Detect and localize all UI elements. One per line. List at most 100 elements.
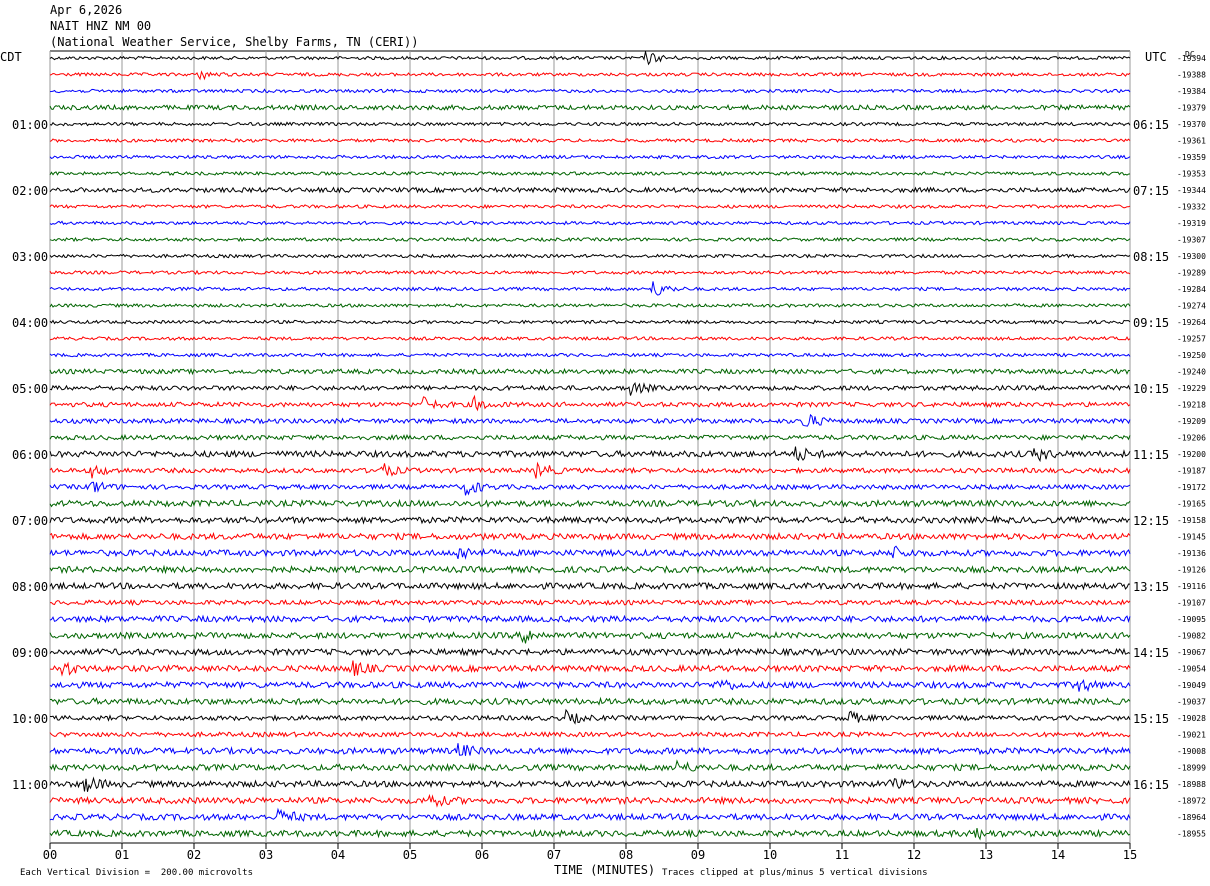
seismic-trace — [49, 678, 1131, 693]
dc-offset-value: -19300 — [1177, 252, 1206, 261]
dc-offset-value: -19218 — [1177, 401, 1206, 410]
dc-offset-value: -18964 — [1177, 813, 1206, 822]
cdt-hour-label: 10:00 — [12, 712, 48, 726]
seismic-trace — [49, 51, 1131, 66]
cdt-hour-label: 01:00 — [12, 118, 48, 132]
cdt-hour-label: 08:00 — [12, 580, 48, 594]
seismic-trace — [49, 236, 1131, 243]
cdt-hour-label: 05:00 — [12, 382, 48, 396]
seismic-trace — [49, 581, 1131, 591]
dc-offset-value: -19370 — [1177, 120, 1206, 129]
dc-offset-value: -19344 — [1177, 186, 1206, 195]
seismic-trace — [49, 481, 1131, 496]
dc-offset-value: -19116 — [1177, 582, 1206, 591]
dc-offset-value: -19332 — [1177, 203, 1206, 212]
utc-hour-label: 14:15 — [1133, 646, 1169, 660]
cdt-hour-label: 09:00 — [12, 646, 48, 660]
x-tick-label: 11 — [835, 848, 849, 862]
cdt-axis-label: CDT — [0, 50, 22, 64]
dc-offset-label: DC — [1185, 50, 1195, 59]
seismic-trace — [49, 828, 1131, 841]
dc-offset-value: -19229 — [1177, 384, 1206, 393]
dc-offset-value: -19240 — [1177, 368, 1206, 377]
dc-offset-value: -18955 — [1177, 830, 1206, 839]
seismic-trace — [49, 269, 1131, 276]
x-tick-label: 00 — [43, 848, 57, 862]
seismic-trace — [49, 367, 1131, 376]
seismic-trace — [49, 302, 1131, 309]
dc-offset-value: -19274 — [1177, 302, 1206, 311]
x-tick-label: 15 — [1123, 848, 1137, 862]
x-axis-title: TIME (MINUTES) — [554, 863, 656, 877]
utc-axis-label: UTC — [1145, 50, 1167, 64]
x-tick-label: 01 — [115, 848, 129, 862]
seismic-trace — [49, 381, 1131, 396]
dc-offset-value: -19037 — [1177, 698, 1206, 707]
dc-offset-value: -19264 — [1177, 318, 1206, 327]
utc-hour-label: 15:15 — [1133, 712, 1169, 726]
dc-offset-value: -19054 — [1177, 665, 1206, 674]
seismic-trace — [49, 630, 1131, 644]
dc-offset-value: -19394 — [1177, 54, 1206, 63]
cdt-hour-label: 11:00 — [12, 778, 48, 792]
clipping-note: Traces clipped at plus/minus 5 vertical … — [662, 868, 928, 878]
utc-hour-label: 13:15 — [1133, 580, 1169, 594]
cdt-hour-label: 06:00 — [12, 448, 48, 462]
seismic-trace — [49, 88, 1131, 94]
dc-offset-value: -19388 — [1177, 71, 1206, 80]
seismic-trace — [49, 220, 1131, 226]
dc-offset-value: -19107 — [1177, 599, 1206, 608]
dc-offset-value: -19200 — [1177, 450, 1206, 459]
dc-offset-value: -19353 — [1177, 170, 1206, 179]
seismic-trace — [49, 759, 1131, 772]
vertical-division-note: Each Vertical Division = 200.00 microvol… — [20, 868, 253, 878]
dc-offset-value: -19289 — [1177, 269, 1206, 278]
seismic-trace — [49, 531, 1131, 541]
seismic-trace — [49, 394, 1131, 412]
seismic-trace — [49, 121, 1131, 127]
seismic-trace — [49, 545, 1131, 560]
seismic-trace — [49, 564, 1131, 575]
utc-hour-label: 08:15 — [1133, 250, 1169, 264]
x-tick-label: 03 — [259, 848, 273, 862]
x-tick-label: 05 — [403, 848, 417, 862]
dc-offset-value: -19067 — [1177, 648, 1206, 657]
seismic-trace — [49, 776, 1131, 792]
utc-hour-label: 16:15 — [1133, 778, 1169, 792]
x-tick-label: 02 — [187, 848, 201, 862]
seismic-trace — [49, 708, 1131, 725]
dc-offset-value: -19257 — [1177, 335, 1206, 344]
dc-offset-value: -19136 — [1177, 549, 1206, 558]
x-tick-label: 06 — [475, 848, 489, 862]
seismic-trace — [49, 253, 1131, 259]
dc-offset-value: -19158 — [1177, 516, 1206, 525]
plot-date: Apr 6,2026 — [50, 3, 123, 17]
station-id: NAIT HNZ NM 00 — [50, 19, 152, 33]
seismic-trace — [49, 515, 1131, 525]
cdt-hour-label: 07:00 — [12, 514, 48, 528]
dc-offset-value: -19126 — [1177, 566, 1206, 575]
dc-offset-value: -19206 — [1177, 434, 1206, 443]
seismic-trace — [49, 203, 1131, 210]
seismic-trace — [49, 103, 1131, 112]
dc-offset-value: -19319 — [1177, 219, 1206, 228]
dc-offset-value: -19165 — [1177, 500, 1206, 509]
seismic-trace — [49, 352, 1131, 358]
dc-offset-value: -19187 — [1177, 467, 1206, 476]
seismic-trace — [49, 319, 1131, 325]
dc-offset-value: -19021 — [1177, 731, 1206, 740]
x-tick-label: 13 — [979, 848, 993, 862]
cdt-hour-label: 04:00 — [12, 316, 48, 330]
x-tick-label: 04 — [331, 848, 345, 862]
seismic-trace — [49, 433, 1131, 442]
x-tick-label: 09 — [691, 848, 705, 862]
x-tick-label: 14 — [1051, 848, 1065, 862]
utc-hour-label: 10:15 — [1133, 382, 1169, 396]
seismic-trace — [49, 793, 1131, 808]
dc-offset-value: -19008 — [1177, 747, 1206, 756]
seismic-trace — [49, 335, 1131, 342]
dc-offset-value: -19361 — [1177, 137, 1206, 146]
seismic-trace — [49, 647, 1131, 657]
seismic-trace — [49, 154, 1131, 160]
dc-offset-value: -18972 — [1177, 797, 1206, 806]
